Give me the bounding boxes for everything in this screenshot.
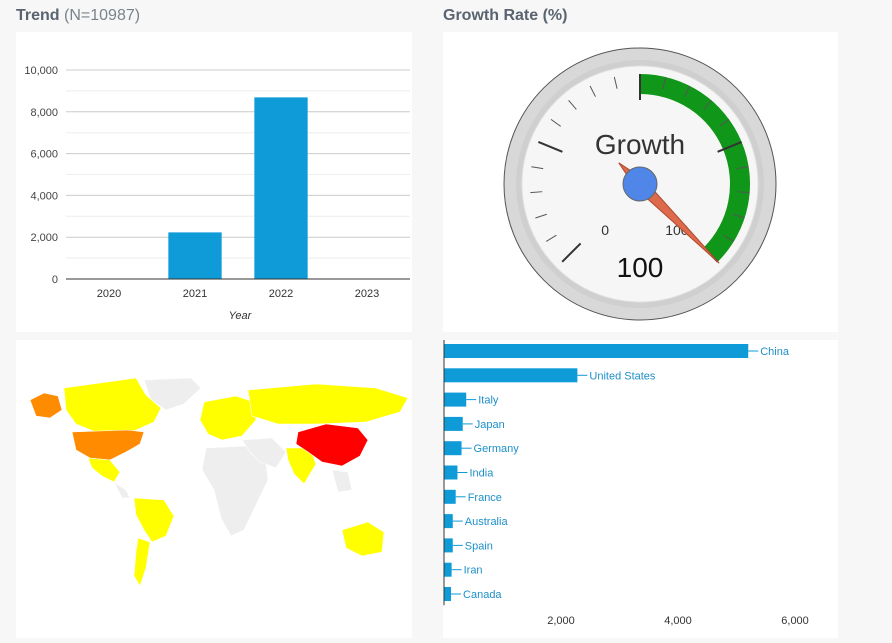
x-tick-label: 2020 — [97, 288, 121, 300]
hbar-label: Germany — [474, 443, 520, 455]
gauge-minor-tick — [723, 234, 735, 242]
gauge-hub — [622, 166, 658, 202]
x-tick-label: 2023 — [355, 288, 379, 300]
hbar-france — [444, 489, 456, 504]
hbar-label: Spain — [465, 540, 493, 552]
trend-bar-chart: 0 2,000 4,000 6,000 8,000 10,000 2020 2021 2022 2… — [24, 65, 410, 322]
hbar-spain — [444, 538, 453, 553]
hbar-label: Australia — [465, 516, 509, 528]
hbar-united-states — [444, 368, 578, 383]
y-tick-label: 2,000 — [30, 232, 58, 244]
gauge-minor-tick — [684, 85, 691, 97]
x-axis-label: Year — [229, 310, 253, 322]
x-tick-label: 2022 — [269, 288, 293, 300]
gauge-minor-tick — [737, 191, 750, 194]
trend-title-main: Trend — [16, 7, 60, 24]
hbar-x-tick-label: 2,000 — [547, 615, 575, 627]
hbar-x-tick-label: 4,000 — [664, 615, 692, 627]
trend-title-count: (N=10987) — [64, 7, 141, 24]
map-region-canada — [63, 377, 162, 437]
gauge-minor-tick — [589, 85, 596, 97]
hbar-china — [444, 344, 749, 358]
hbar-label: Italy — [478, 395, 499, 407]
y-tick-label: 6,000 — [30, 149, 58, 161]
bar-2021 — [168, 232, 222, 279]
gauge-major-tick — [561, 242, 582, 263]
map-region-middle-east — [241, 437, 287, 469]
hbar-italy — [444, 392, 467, 407]
trend-title: Trend (N=10987) — [16, 7, 140, 25]
gauge-green-band — [640, 74, 750, 262]
growth-title-main: Growth Rate (%) — [443, 7, 568, 24]
hbar-label: Canada — [463, 589, 502, 601]
hbar-label: China — [760, 346, 790, 358]
hbar-japan — [444, 416, 463, 431]
world-map — [29, 377, 409, 587]
gauge-panel: Growth 0 100 100 — [443, 32, 838, 332]
map-region-china — [295, 423, 369, 467]
country-bar-chart: China United States Italy Japan Germany India… — [443, 340, 809, 627]
gauge-minor-tick — [535, 213, 547, 219]
world-map-panel — [16, 340, 412, 638]
map-region-united-states — [71, 429, 145, 461]
gauge-minor-tick — [703, 100, 712, 110]
gauge-minor-tick — [736, 166, 749, 170]
gauge-minor-tick — [545, 234, 557, 242]
map-region-argentina — [133, 537, 151, 587]
hbar-label: United States — [589, 370, 656, 382]
hbar-label: India — [469, 468, 494, 480]
gauge-value: 100 — [617, 252, 664, 283]
y-tick-label: 10,000 — [24, 65, 58, 77]
gauge-minor-tick — [531, 166, 544, 170]
gauge-minor-tick — [733, 213, 745, 219]
map-region-australia — [341, 521, 385, 557]
map-region-central-america — [113, 481, 131, 499]
gauge-min-label: 0 — [601, 222, 609, 238]
bar-2022 — [254, 97, 308, 279]
map-region-russia — [247, 383, 409, 425]
growth-title: Growth Rate (%) — [443, 7, 567, 25]
trend-chart-panel: 0 2,000 4,000 6,000 8,000 10,000 2020 2021 2022 2… — [16, 32, 412, 332]
hbar-label: Japan — [475, 419, 505, 431]
x-tick-label: 2021 — [183, 288, 207, 300]
gauge-minor-tick — [530, 191, 543, 194]
hbar-label: France — [468, 492, 502, 504]
hbar-australia — [444, 514, 453, 529]
map-region-mexico — [87, 457, 121, 483]
map-region-alaska — [29, 392, 63, 419]
hbar-label: Iran — [464, 565, 483, 577]
hbar-germany — [444, 441, 462, 456]
hbar-canada — [444, 587, 452, 601]
map-region-southeast-asia — [331, 469, 353, 493]
hbar-x-tick-label: 6,000 — [781, 615, 809, 627]
gauge-major-tick — [717, 140, 743, 153]
gauge-minor-tick — [568, 100, 577, 110]
gauge-minor-tick — [613, 76, 618, 89]
y-tick-label: 8,000 — [30, 107, 58, 119]
gauge-minor-tick — [662, 76, 667, 89]
gauge-minor-tick — [550, 118, 562, 127]
map-region-europe — [199, 395, 257, 441]
gauge-major-tick — [537, 140, 563, 153]
hbar-india — [444, 465, 458, 480]
map-region-brazil — [133, 497, 175, 543]
y-tick-label: 4,000 — [30, 190, 58, 202]
y-tick-label: 0 — [52, 274, 58, 286]
gauge-minor-tick — [718, 118, 730, 127]
hbar-iran — [444, 562, 452, 577]
gauge-label: Growth — [595, 129, 685, 160]
country-bar-panel: China United States Italy Japan Germany India… — [443, 340, 838, 638]
